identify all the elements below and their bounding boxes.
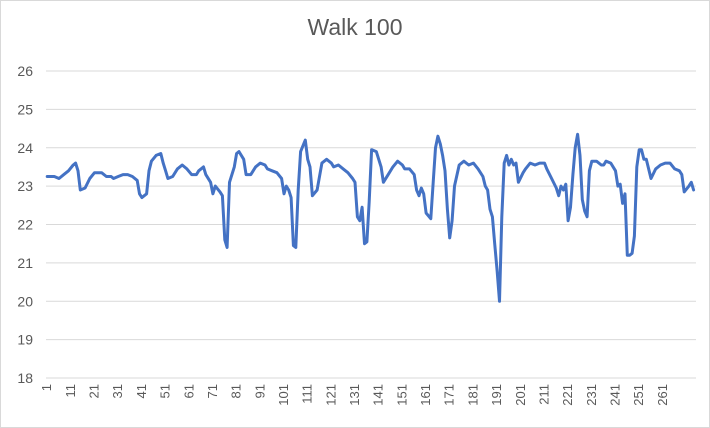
y-tick-label: 23 — [17, 178, 33, 194]
y-tick-label: 21 — [17, 255, 33, 271]
x-tick-label: 71 — [205, 384, 220, 398]
x-tick-label: 51 — [158, 384, 173, 398]
x-tick-label: 121 — [323, 384, 338, 406]
x-tick-label: 221 — [560, 384, 575, 406]
x-tick-label: 81 — [229, 384, 244, 398]
chart-title: Walk 100 — [307, 14, 403, 40]
y-tick-label: 18 — [17, 370, 33, 386]
x-tick-label: 101 — [276, 384, 291, 406]
x-tick-label: 91 — [252, 384, 267, 398]
x-tick-label: 111 — [300, 384, 315, 404]
x-tick-label: 261 — [655, 384, 670, 406]
y-tick-label: 26 — [17, 63, 33, 79]
x-tick-label: 31 — [110, 384, 125, 398]
y-tick-label: 22 — [17, 217, 33, 233]
y-tick-label: 25 — [17, 101, 33, 117]
x-tick-label: 1 — [39, 384, 54, 391]
x-tick-label: 181 — [465, 384, 480, 406]
grid-lines — [46, 70, 696, 379]
x-tick-label: 11 — [63, 384, 78, 398]
x-tick-label: 131 — [347, 384, 362, 406]
x-tick-label: 61 — [181, 384, 196, 398]
x-tick-label: 251 — [631, 384, 646, 406]
y-axis-ticks: 18 19 20 21 22 23 24 25 26 — [17, 63, 33, 386]
x-tick-label: 191 — [489, 384, 504, 406]
x-tick-label: 241 — [607, 384, 622, 406]
x-tick-label: 201 — [513, 384, 528, 406]
y-tick-label: 19 — [17, 332, 33, 348]
x-tick-label: 141 — [371, 384, 386, 406]
series-group — [45, 132, 696, 303]
x-tick-label: 161 — [418, 384, 433, 406]
series-line-0 — [45, 132, 696, 303]
x-tick-label: 211 — [536, 384, 551, 405]
x-tick-label: 151 — [394, 384, 409, 406]
x-axis-ticks: 1 11 21 31 41 51 61 71 81 91 101 111 121 131 141 151 161… — [39, 384, 670, 406]
y-tick-label: 20 — [17, 293, 33, 309]
y-tick-label: 24 — [17, 140, 33, 156]
x-tick-label: 41 — [134, 384, 149, 398]
x-tick-label: 171 — [442, 384, 457, 406]
x-tick-label: 21 — [87, 384, 102, 398]
x-tick-label: 231 — [584, 384, 599, 406]
